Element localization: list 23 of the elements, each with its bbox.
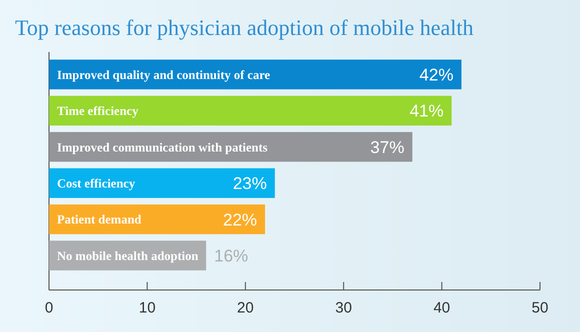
- data-label: 42%: [419, 65, 454, 84]
- bar: [49, 96, 452, 126]
- x-tick-label: 10: [138, 300, 156, 317]
- x-tick-label: 30: [335, 300, 352, 317]
- y-tick-label: Improved communication with patients: [57, 140, 268, 154]
- bar: [49, 168, 275, 198]
- data-label: 22%: [223, 210, 258, 230]
- y-tick-label: Patient demand: [57, 212, 142, 227]
- bar: [49, 204, 266, 234]
- y-tick-label: Cost efficiency: [57, 176, 136, 190]
- y-tick-label: Time efficiency: [57, 104, 140, 118]
- x-tick-label: 20: [237, 300, 254, 317]
- bar: [49, 60, 462, 90]
- data-label: 23%: [232, 174, 267, 194]
- x-tick-label: 50: [532, 300, 548, 317]
- x-tick-label: 40: [433, 300, 450, 317]
- data-label: 16%: [214, 246, 248, 266]
- data-label: 41%: [410, 102, 444, 121]
- data-label: 37%: [370, 138, 404, 157]
- y-tick-label: Improved quality and continuity of care: [57, 68, 271, 82]
- chart-title: Top reasons for physician adoption of mobile health: [15, 15, 474, 40]
- x-tick-label: 0: [44, 300, 54, 317]
- y-tick-label: No mobile health adoption: [57, 248, 198, 263]
